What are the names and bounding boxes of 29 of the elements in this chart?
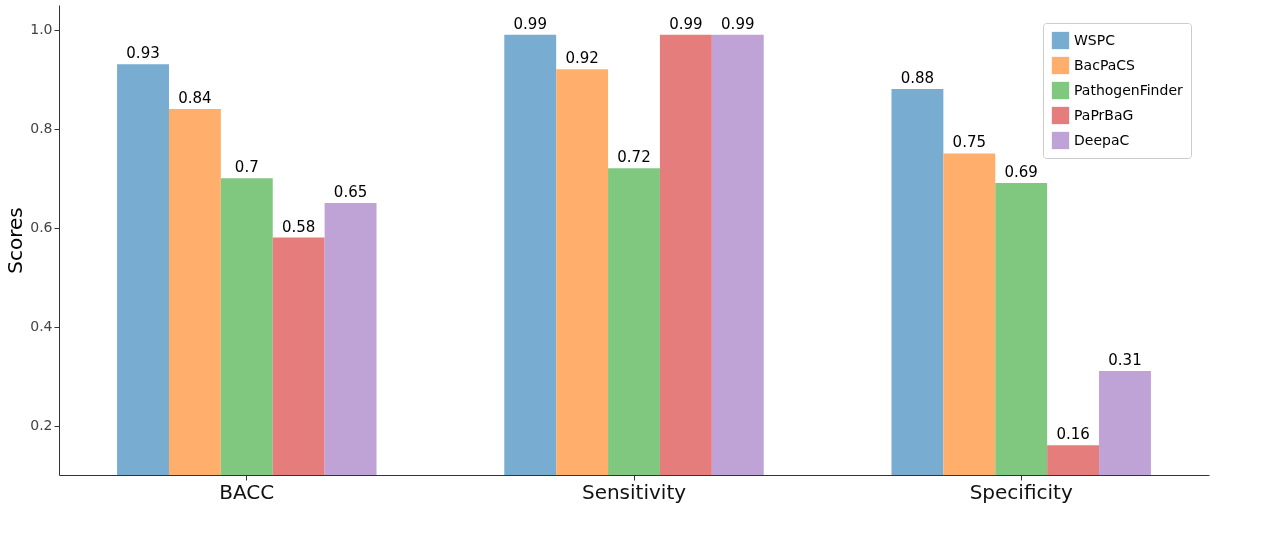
legend-label: PathogenFinder: [1074, 81, 1183, 98]
legend-label: WSPC: [1074, 31, 1116, 48]
x-tick-label: BACC: [219, 479, 275, 504]
data-label: 0.92: [565, 49, 599, 68]
y-tick-label: 0.2: [30, 417, 53, 434]
data-label: 0.88: [900, 69, 935, 88]
legend-label: PaPrBaG: [1074, 106, 1134, 123]
x-tick-label: Sensitivity: [581, 479, 687, 504]
data-label: 0.93: [126, 44, 160, 63]
legend-label: DeepaC: [1074, 131, 1130, 148]
y-tick-label: 0.8: [30, 120, 53, 137]
data-label: 0.84: [178, 88, 212, 107]
data-label: 0.31: [1108, 351, 1142, 370]
data-label: 0.75: [952, 133, 987, 152]
y-tick-label: 0.6: [30, 219, 53, 236]
legend-label: BacPaCS: [1074, 56, 1136, 73]
x-tick-label: Specificity: [969, 479, 1073, 504]
data-label: 0.7: [234, 158, 259, 177]
data-label: 0.65: [333, 182, 368, 201]
y-axis-title: Scores: [3, 207, 28, 274]
data-label: 0.16: [1056, 425, 1090, 444]
y-tick-label: 0.4: [30, 318, 53, 335]
data-label: 0.72: [617, 148, 651, 167]
data-label: 0.58: [281, 217, 316, 236]
y-tick-label: 1.0: [30, 21, 53, 38]
data-label: 0.99: [513, 14, 547, 33]
data-label: 0.99: [669, 14, 703, 33]
data-label: 0.69: [1004, 163, 1038, 182]
data-label: 0.99: [721, 14, 755, 33]
